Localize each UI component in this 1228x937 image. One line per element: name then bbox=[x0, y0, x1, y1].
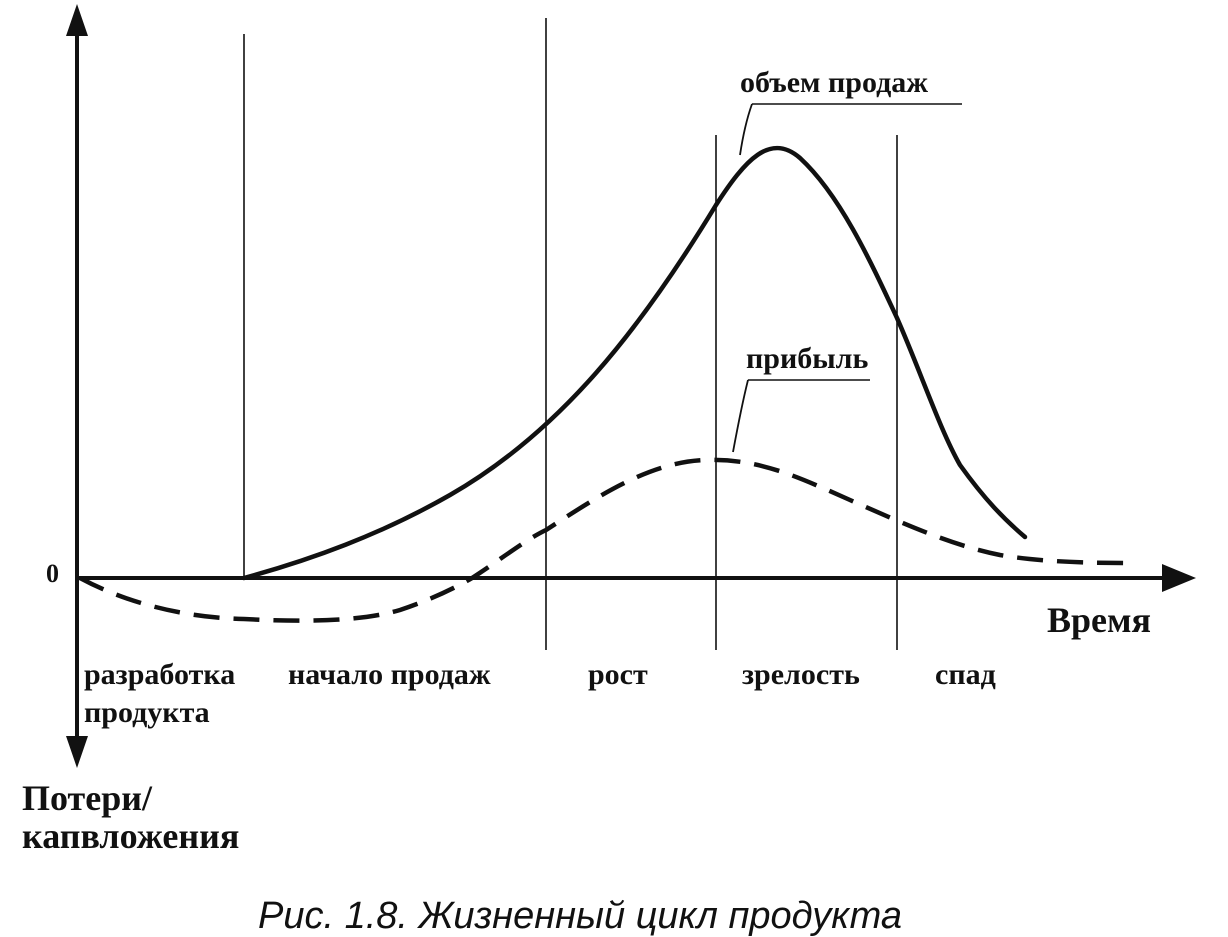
stage-growth-label: рост bbox=[588, 658, 648, 691]
x-axis-arrow bbox=[1162, 564, 1196, 592]
zero-label: 0 bbox=[46, 559, 59, 588]
profit-label-leader bbox=[732, 379, 749, 453]
stage-development-label-line1: разработка bbox=[84, 658, 235, 691]
stage-introduction-label: начало продаж bbox=[288, 658, 491, 691]
x-axis-label: Время bbox=[1047, 600, 1151, 640]
sales-label-leader bbox=[739, 103, 753, 156]
figure-caption: Рис. 1.8. Жизненный цикл продукта bbox=[258, 895, 902, 937]
sales-volume-curve bbox=[241, 145, 1028, 581]
stage-development-label-line2: продукта bbox=[84, 696, 210, 729]
y-axis-label-line2: капвложения bbox=[22, 816, 239, 856]
sales-volume-label: объем продаж bbox=[740, 66, 928, 99]
y-axis-arrow-up bbox=[66, 4, 88, 36]
stage-decline-label: спад bbox=[935, 658, 996, 691]
profit-label: прибыль bbox=[746, 342, 869, 375]
y-axis-arrow-down bbox=[66, 736, 88, 768]
profit-curve bbox=[78, 457, 1131, 623]
y-axis-label-line1: Потери/ bbox=[22, 778, 153, 818]
stage-maturity-label: зрелость bbox=[742, 658, 860, 691]
